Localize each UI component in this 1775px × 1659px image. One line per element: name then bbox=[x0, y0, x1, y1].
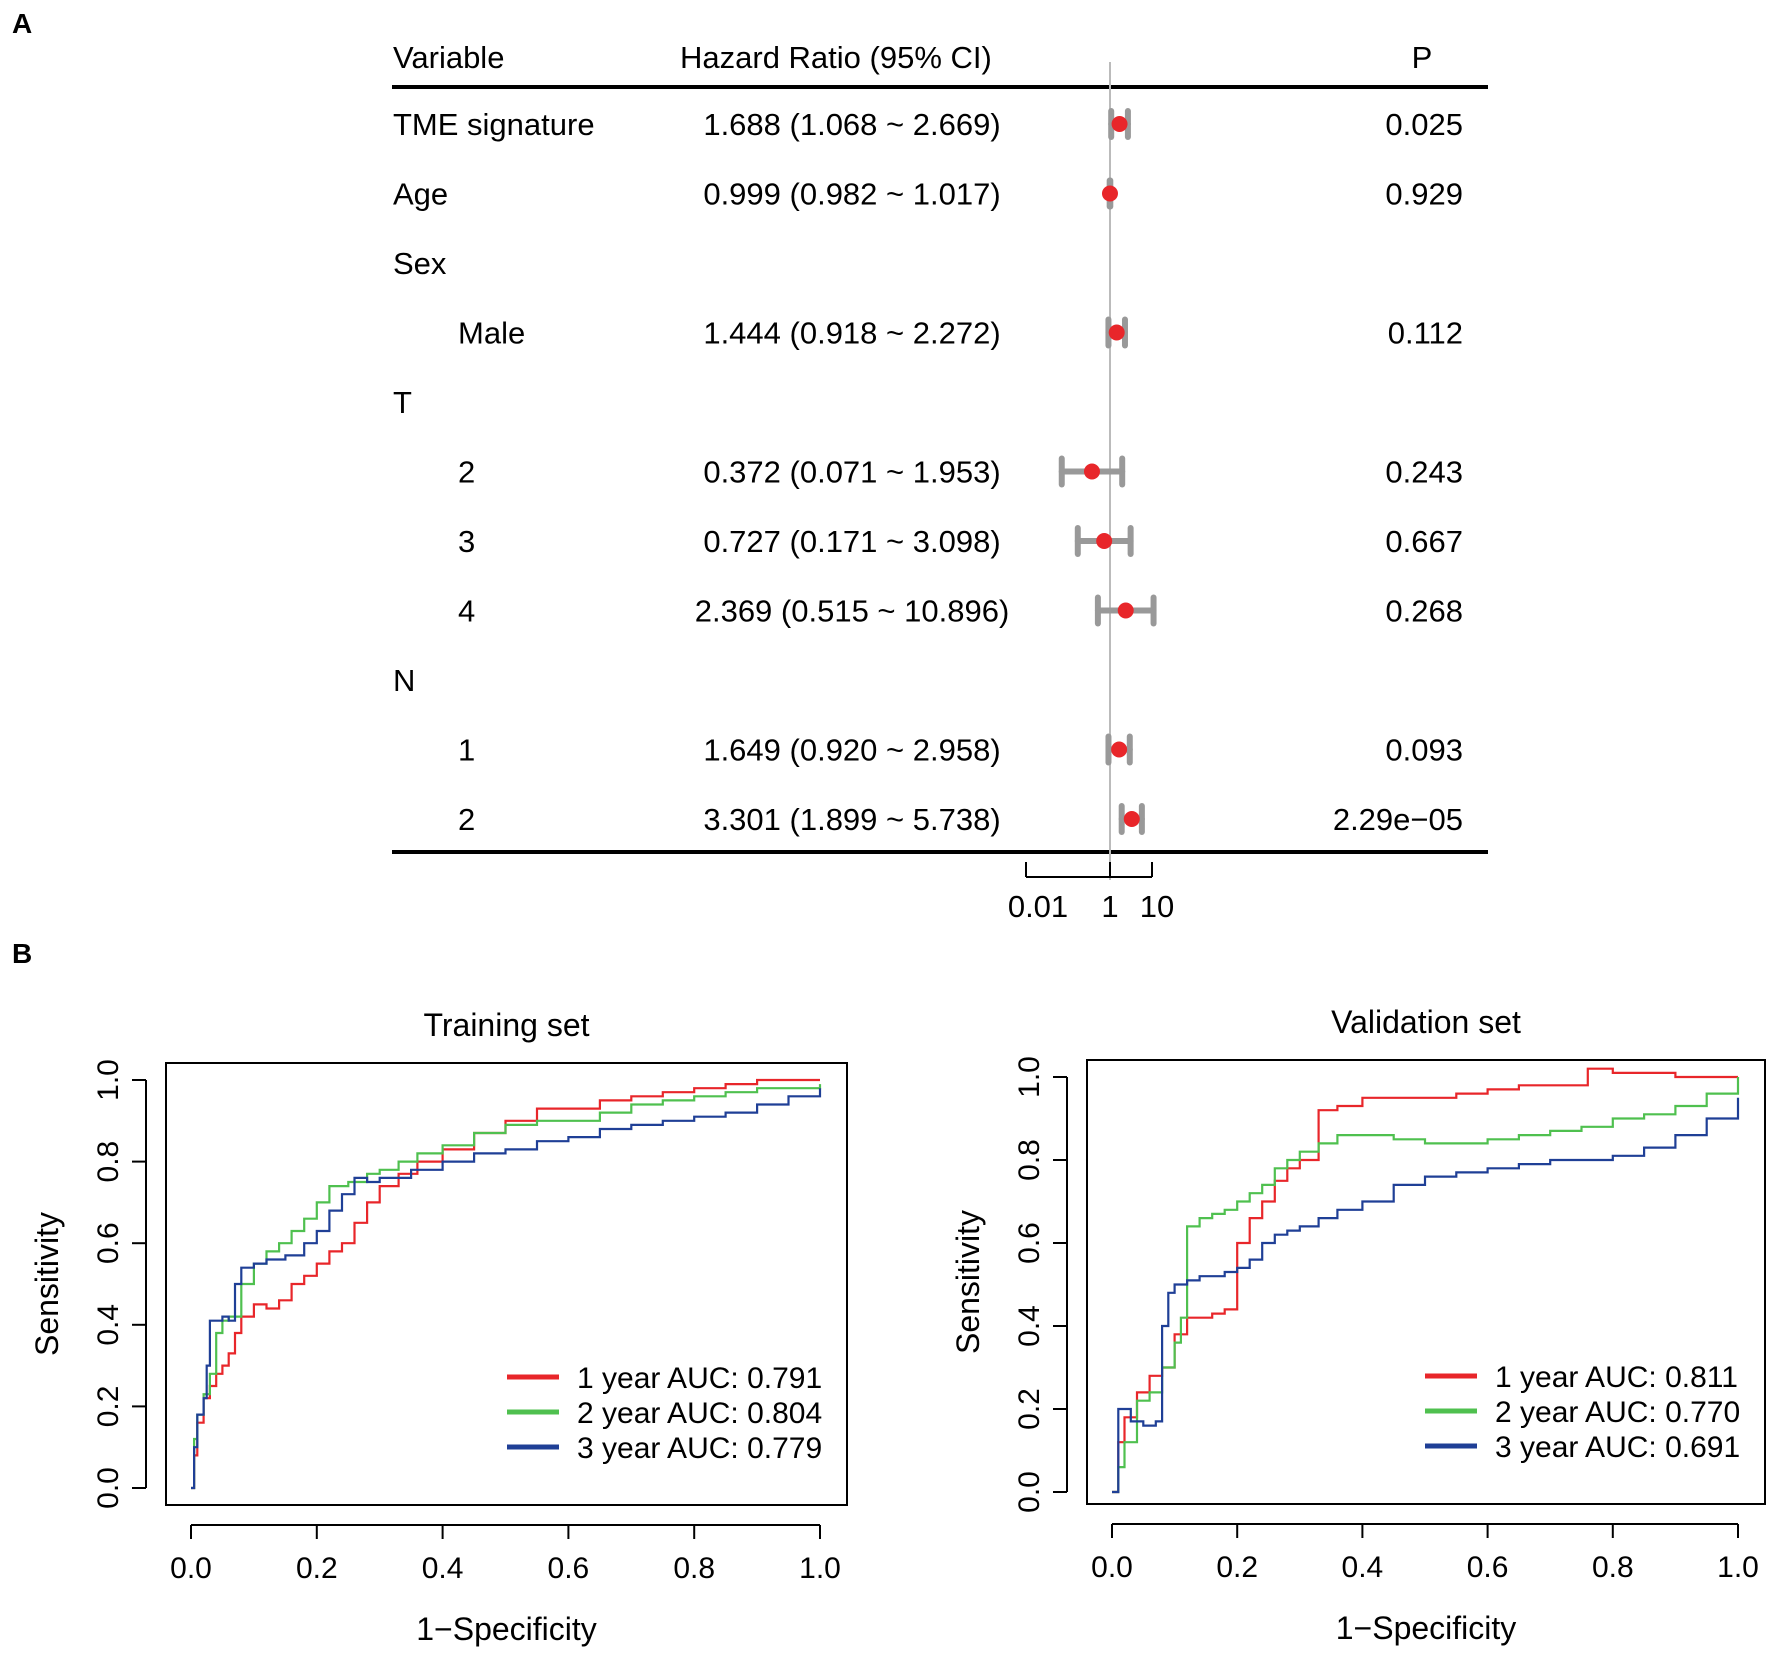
header-variable: Variable bbox=[393, 40, 504, 75]
chart-title: Training set bbox=[424, 1007, 590, 1043]
legend-label: 1 year AUC: 0.791 bbox=[577, 1362, 822, 1395]
row-hr-text: 0.727 (0.171 ~ 3.098) bbox=[703, 524, 1000, 559]
header-hazard-ratio: Hazard Ratio (95% CI) bbox=[680, 40, 992, 75]
y-tick-label: 1.0 bbox=[1013, 1056, 1046, 1098]
x-tick-label: 0.2 bbox=[1216, 1551, 1258, 1584]
chart-title: Validation set bbox=[1331, 1004, 1521, 1040]
row-p-value: 0.025 bbox=[1385, 107, 1463, 142]
row-p-value: 0.929 bbox=[1385, 177, 1463, 212]
x-tick-label: 0.4 bbox=[422, 1552, 464, 1585]
roc-validation-chart: Validation set 0.0 0.2 0.4 0.6 0.8 1.0 1−Specif… bbox=[950, 1004, 1766, 1646]
y-tick-label: 0.8 bbox=[92, 1141, 125, 1183]
panel-label-b: B bbox=[12, 938, 33, 969]
y-tick-label: 0.4 bbox=[92, 1304, 125, 1346]
row-hr-text: 0.999 (0.982 ~ 1.017) bbox=[703, 177, 1000, 212]
row-hr-text: 2.369 (0.515 ~ 10.896) bbox=[695, 594, 1010, 629]
roc-training-panel: Training set 0.0 0.2 0.4 0.6 0.8 1.0 1−Specific… bbox=[0, 980, 920, 1654]
row-p-value: 0.093 bbox=[1385, 733, 1463, 768]
forest-plot: Variable Hazard Ratio (95% CI) P TME signat… bbox=[392, 40, 1488, 924]
plot-frame bbox=[165, 1062, 848, 1506]
row-hr-text: 3.301 (1.899 ~ 5.738) bbox=[703, 802, 1000, 837]
y-tick-label: 0.0 bbox=[1013, 1471, 1046, 1513]
roc-curve-year3 bbox=[1112, 1097, 1740, 1494]
legend-label: 3 year AUC: 0.779 bbox=[577, 1432, 822, 1465]
row-hr-text: 1.444 (0.918 ~ 2.272) bbox=[703, 316, 1000, 351]
hazard-ratio-point bbox=[1101, 185, 1118, 202]
hazard-ratio-point bbox=[1108, 324, 1125, 341]
y-tick-label: 1.0 bbox=[92, 1059, 125, 1101]
row-hr-text: 1.688 (1.068 ~ 2.669) bbox=[703, 107, 1000, 142]
x-tick-label: 0.8 bbox=[673, 1552, 715, 1585]
roc-curve-year1 bbox=[191, 1078, 820, 1490]
row-label: 4 bbox=[458, 594, 475, 629]
row-p-value: 0.243 bbox=[1385, 455, 1463, 490]
x-tick-label: 0.4 bbox=[1342, 1551, 1384, 1584]
row-label: 2 bbox=[458, 455, 475, 490]
y-tick-label: 0.2 bbox=[1013, 1388, 1046, 1430]
legend-label: 2 year AUC: 0.804 bbox=[577, 1397, 822, 1430]
legend-label: 1 year AUC: 0.811 bbox=[1495, 1361, 1738, 1394]
y-axis-label: Sensitivity bbox=[950, 1210, 986, 1354]
hazard-ratio-point bbox=[1083, 463, 1100, 480]
row-hr-text: 0.372 (0.071 ~ 1.953) bbox=[703, 455, 1000, 490]
roc-training-chart: Training set 0.0 0.2 0.4 0.6 0.8 1.0 1−Specific… bbox=[29, 1007, 848, 1647]
row-label: N bbox=[393, 663, 415, 698]
roc-curve-year2 bbox=[191, 1084, 822, 1490]
hazard-ratio-point bbox=[1096, 533, 1113, 549]
x-tick-label: 1.0 bbox=[1717, 1551, 1759, 1584]
y-tick-label: 0.6 bbox=[92, 1222, 125, 1264]
y-tick-label: 0.6 bbox=[1013, 1222, 1046, 1264]
x-tick-label: 0.0 bbox=[1091, 1551, 1133, 1584]
y-axis-label: Sensitivity bbox=[29, 1212, 65, 1356]
row-label: Sex bbox=[393, 246, 447, 281]
legend-label: 3 year AUC: 0.691 bbox=[1495, 1431, 1740, 1464]
row-label: T bbox=[393, 385, 412, 420]
hazard-ratio-point bbox=[1111, 116, 1128, 132]
forest-x-tick-label: 1 bbox=[1101, 889, 1118, 924]
x-tick-label: 1.0 bbox=[799, 1552, 841, 1585]
x-tick-label: 0.6 bbox=[548, 1552, 590, 1585]
row-label: 2 bbox=[458, 802, 475, 837]
x-tick-label: 0.6 bbox=[1467, 1551, 1509, 1584]
roc-curve-year1 bbox=[1112, 1067, 1738, 1494]
x-axis-label: 1−Specificity bbox=[1336, 1610, 1517, 1646]
hazard-ratio-point bbox=[1111, 741, 1128, 758]
row-p-value: 2.29e−05 bbox=[1333, 802, 1463, 837]
row-label: 3 bbox=[458, 524, 475, 559]
hazard-ratio-point bbox=[1123, 811, 1140, 827]
roc-curve-year2 bbox=[1112, 1077, 1740, 1494]
row-hr-text: 1.649 (0.920 ~ 2.958) bbox=[703, 733, 1000, 768]
row-p-value: 0.667 bbox=[1385, 524, 1463, 559]
panel-label-a: A bbox=[12, 8, 33, 39]
row-label: Male bbox=[458, 316, 525, 351]
forest-x-tick-label: 10 bbox=[1140, 889, 1174, 924]
header-p: P bbox=[1412, 40, 1433, 75]
row-label: 1 bbox=[458, 733, 475, 768]
roc-validation-panel: Validation set 0.0 0.2 0.4 0.6 0.8 1.0 1−Specif… bbox=[920, 980, 1775, 1654]
roc-curve-year3 bbox=[191, 1088, 822, 1490]
plot-frame bbox=[1086, 1059, 1766, 1505]
x-tick-label: 0.2 bbox=[296, 1552, 338, 1585]
forest-x-tick-label: 0.01 bbox=[1008, 889, 1068, 924]
y-tick-label: 0.0 bbox=[92, 1467, 125, 1509]
row-p-value: 0.268 bbox=[1385, 594, 1463, 629]
x-tick-label: 0.0 bbox=[170, 1552, 212, 1585]
forest-plot-panel: Variable Hazard Ratio (95% CI) P TME signat… bbox=[392, 40, 1488, 924]
row-label: Age bbox=[393, 177, 448, 212]
y-tick-label: 0.8 bbox=[1013, 1139, 1046, 1181]
y-tick-label: 0.2 bbox=[92, 1386, 125, 1428]
x-axis-label: 1−Specificity bbox=[416, 1611, 597, 1647]
legend-label: 2 year AUC: 0.770 bbox=[1495, 1396, 1740, 1429]
x-tick-label: 0.8 bbox=[1592, 1551, 1634, 1584]
y-tick-label: 0.4 bbox=[1013, 1305, 1046, 1347]
row-p-value: 0.112 bbox=[1388, 316, 1463, 351]
row-label: TME signature bbox=[393, 107, 595, 142]
hazard-ratio-point bbox=[1117, 602, 1134, 619]
